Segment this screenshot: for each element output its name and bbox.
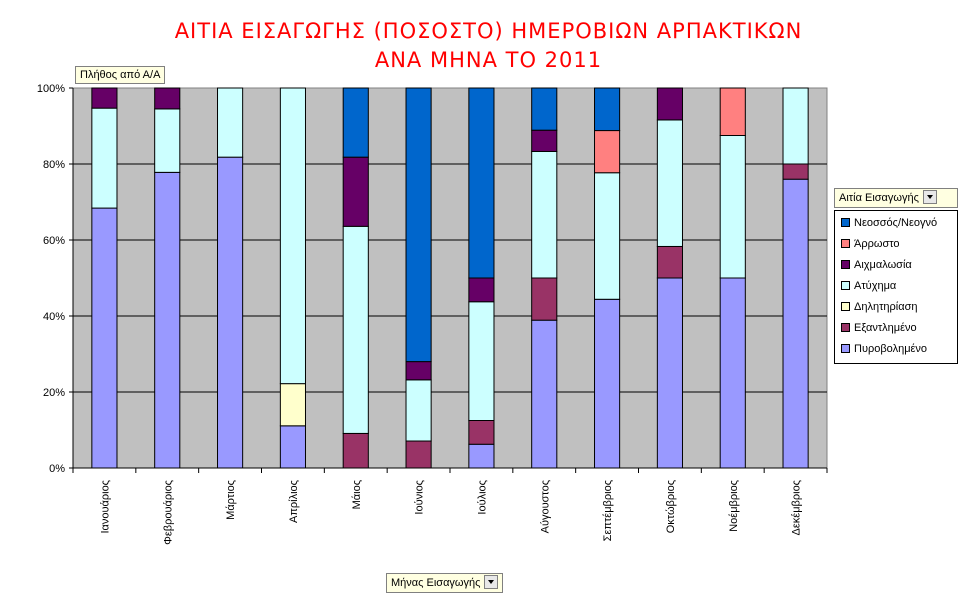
y-tick-label: 0% [49, 463, 65, 475]
bar-segment [468, 443, 495, 469]
legend-item: Ατύχημα [835, 276, 957, 297]
bar-segment [279, 425, 306, 469]
bar-segment [594, 298, 621, 469]
bar-segment [405, 87, 432, 363]
bar-segment [405, 361, 432, 381]
legend-item: Αιχμαλωσία [835, 255, 957, 276]
bar-segment [91, 87, 118, 109]
bar-segment [656, 87, 683, 121]
bar-segment [468, 277, 495, 303]
data-field-label: Πλήθος από Α/Α [80, 69, 161, 81]
x-tick-label: Νοέμβριος [728, 480, 740, 532]
legend-swatch [841, 301, 850, 311]
bar-segment [531, 277, 558, 321]
dropdown-arrow-icon[interactable] [922, 190, 937, 204]
legend-label: Πυροβολημένο [854, 343, 928, 355]
legend-field-label: Αιτία Εισαγωγής [839, 191, 919, 204]
data-field-button[interactable]: Πλήθος από Α/Α [75, 66, 166, 84]
chart-title-line-2: ΑΝΑ ΜΗΝΑ ΤΟ 2011 [374, 48, 603, 72]
bar-segment [468, 87, 495, 279]
y-tick-label: 60% [43, 235, 65, 247]
legend-label: Εξαντλημένο [854, 322, 917, 334]
bar-segment [656, 119, 683, 247]
bar-segment [468, 301, 495, 421]
bar-segment [279, 383, 306, 427]
legend-swatch [841, 238, 850, 248]
plot-area [72, 87, 828, 469]
bar-segment [217, 156, 244, 469]
legend-entries: Νεοσσός/Νεογνό Άρρωστο Αιχμαλωσία Ατύχημα Δη… [834, 210, 958, 364]
legend-swatch [841, 343, 850, 353]
bar-segment [719, 277, 746, 469]
legend-item: Άρρωστο [835, 234, 957, 255]
y-tick-label: 80% [43, 159, 65, 171]
x-tick-label: Δεκέμβριος [791, 480, 803, 535]
bar-segment [719, 135, 746, 279]
bar-segment [468, 420, 495, 445]
bar-segment [656, 277, 683, 469]
bar-segment [342, 225, 369, 434]
bar-segment [279, 87, 306, 385]
bar-segment [405, 440, 432, 469]
bar-segment [531, 129, 558, 152]
x-tick-label: Ιούνιος [414, 480, 426, 515]
bar-segment [342, 87, 369, 158]
dropdown-arrow-icon[interactable] [484, 575, 499, 589]
legend-item: Εξαντλημένο [835, 318, 957, 339]
row-field-label: Μήνας Εισαγωγής [391, 576, 481, 589]
bar-segment [154, 87, 181, 110]
bar-segment [531, 87, 558, 131]
x-tick-label: Αύγουστος [539, 480, 551, 533]
y-tick-label: 40% [43, 311, 65, 323]
bar-segment [782, 178, 809, 469]
bar-segment [594, 87, 621, 132]
x-tick-label: Απρίλιος [288, 480, 300, 523]
y-tick-label: 20% [43, 387, 65, 399]
legend-swatch [841, 280, 850, 290]
x-tick-label: Ιανουάριος [99, 480, 111, 534]
legend-label: Δηλητηρίαση [854, 301, 918, 313]
chart-title-line-1: ΑΙΤΙΑ ΕΙΣΑΓΩΓΗΣ (ΠΟΣΟΣΤΟ) ΗΜΕΡΟΒΙΩΝ ΑΡΠΑ… [174, 19, 803, 43]
bar-segment [594, 130, 621, 174]
legend-label: Νεοσσός/Νεογνό [854, 217, 938, 229]
bar-segment [217, 87, 244, 158]
bar-segment [782, 163, 809, 180]
legend-field-button[interactable]: Αιτία Εισαγωγής [834, 188, 958, 208]
bar-segment [594, 172, 621, 300]
x-tick-label: Σεπτέμβριος [602, 480, 614, 541]
x-tick-label: Ιούλιος [476, 480, 488, 515]
legend-swatch [841, 322, 850, 332]
legend-swatch [841, 259, 850, 269]
bar-segment [91, 207, 118, 469]
x-tick-label: Μάιος [351, 480, 363, 509]
bar-segment [342, 432, 369, 469]
legend-item: Πυροβολημένο [835, 339, 957, 360]
bar-segment [154, 171, 181, 469]
legend-item: Δηλητηρίαση [835, 297, 957, 318]
row-field-button[interactable]: Μήνας Εισαγωγής [386, 573, 504, 593]
legend-label: Αιχμαλωσία [854, 259, 912, 271]
legend: Αιτία Εισαγωγής Νεοσσός/Νεογνό Άρρωστο Αιχ… [834, 188, 958, 364]
bar-segment [154, 108, 181, 173]
bar-segment [91, 107, 118, 209]
legend-swatch [841, 217, 850, 227]
bar-segment [405, 379, 432, 442]
legend-label: Ατύχημα [854, 280, 897, 292]
bar-segment [656, 245, 683, 279]
y-tick-label: 100% [37, 83, 65, 95]
x-tick-label: Οκτώβριος [665, 480, 677, 533]
legend-label: Άρρωστο [854, 238, 900, 250]
bar-segment [719, 87, 746, 136]
x-tick-label: Φεβρουάριος [162, 480, 174, 545]
x-tick-label: Μάρτιος [225, 480, 237, 520]
bar-segment [782, 87, 809, 165]
bar-segment [531, 150, 558, 279]
bar-segment [342, 156, 369, 227]
legend-item: Νεοσσός/Νεογνό [835, 213, 957, 234]
bar-segment [531, 319, 558, 469]
